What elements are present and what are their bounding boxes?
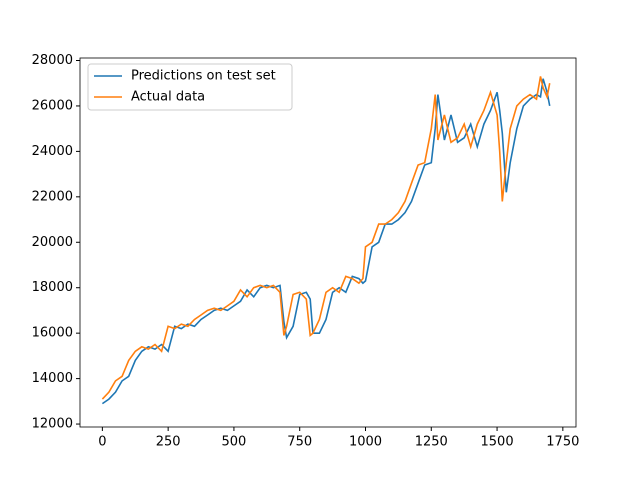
x-tick-label: 1500 bbox=[481, 435, 514, 450]
y-tick-label: 14000 bbox=[32, 371, 73, 386]
x-tick-label: 1000 bbox=[349, 435, 382, 450]
x-tick-label: 0 bbox=[98, 435, 106, 450]
x-tick-label: 1250 bbox=[415, 435, 448, 450]
x-tick-label: 1750 bbox=[546, 435, 579, 450]
y-tick-label: 20000 bbox=[32, 235, 73, 250]
y-tick-label: 22000 bbox=[32, 189, 73, 204]
y-tick-label: 18000 bbox=[32, 280, 73, 295]
y-tick-label: 24000 bbox=[32, 144, 73, 159]
axes-frame bbox=[79, 57, 577, 428]
legend-label: Actual data bbox=[131, 90, 205, 105]
y-tick-label: 16000 bbox=[32, 326, 73, 341]
y-tick-label: 28000 bbox=[32, 53, 73, 68]
x-tick-label: 250 bbox=[156, 435, 181, 450]
x-tick-label: 500 bbox=[222, 435, 247, 450]
legend-label: Predictions on test set bbox=[131, 69, 276, 84]
series-line bbox=[101, 76, 551, 400]
legend-box bbox=[87, 63, 293, 111]
series-line bbox=[101, 78, 551, 405]
y-tick-label: 12000 bbox=[32, 417, 73, 432]
x-tick-label: 750 bbox=[287, 435, 312, 450]
y-tick-label: 26000 bbox=[32, 98, 73, 113]
